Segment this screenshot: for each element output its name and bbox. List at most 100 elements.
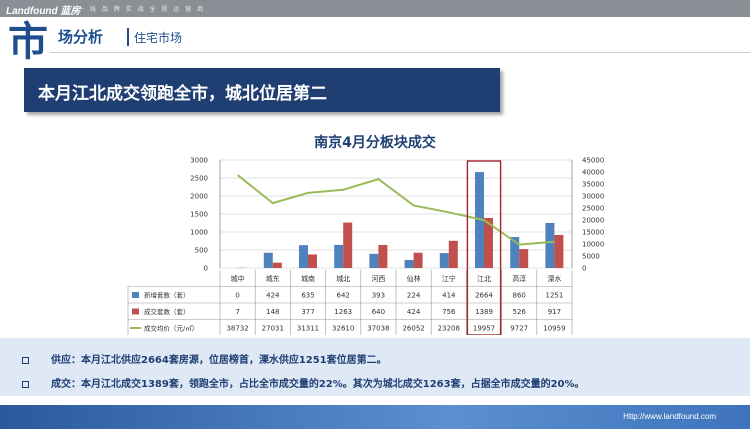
table-cell-value: 9727 [510,325,528,333]
district-transaction-chart: 0500100015002000250030000500010000150002… [127,157,604,335]
headline-banner: 本月江北成交领跑全市，城北位居第二 [24,68,500,112]
bar-transaction [519,249,529,268]
category-label: 仙林 [407,274,421,283]
bar-transaction [378,244,388,268]
right-axis-tick-label: 25000 [582,205,604,213]
right-axis-tick-label: 40000 [582,169,604,177]
table-cell-value: 31311 [297,325,319,333]
table-cell-value: 860 [513,292,526,300]
bar-transaction [413,252,423,268]
headline-text: 本月江北成交领跑全市，城北位居第二 [38,84,327,104]
bar-supply [510,237,520,268]
right-axis-tick-label: 10000 [582,241,604,249]
table-cell-value: 26052 [402,325,424,333]
bar-supply [369,253,379,268]
table-cell-value: 38732 [226,325,248,333]
table-cell-value: 27031 [262,325,284,333]
table-cell-value: 635 [301,292,314,300]
table-cell-value: 424 [266,292,280,300]
table-cell-value: 7 [235,308,239,316]
footer-bar: Http://www.landfound.com [0,405,750,429]
table-cell-value: 640 [372,308,385,316]
right-axis-tick-label: 0 [582,265,586,273]
left-axis-tick-label: 1000 [190,229,208,237]
table-cell-value: 10959 [543,325,565,333]
price-line [236,174,555,246]
left-axis-tick-label: 0 [204,265,208,273]
right-axis-tick-label: 45000 [582,157,604,165]
header-subtitle: 住宅市场 [134,31,183,45]
bullet-item: 供应：本月江北供应2664套房源，位居榜首，溧水供应1251套位居第二。 [22,351,387,366]
table-cell-value: 414 [442,292,456,300]
table-cell-value: 19957 [473,325,495,333]
header-separator [127,28,129,46]
header-title: 场分析 [58,28,104,46]
category-label: 城北 [336,275,350,283]
right-axis-tick-label: 5000 [582,253,600,261]
bar-supply [439,253,449,268]
category-label: 城南 [301,274,315,283]
bar-supply [545,222,555,268]
category-label: 江北 [477,275,491,283]
chart-title: 南京4月分板块成交 [314,135,436,151]
legend-swatch [132,308,139,315]
bar-transaction [308,254,317,268]
table-cell-value: 1263 [334,308,352,316]
left-axis-tick-label: 2000 [190,193,208,201]
right-axis-tick-label: 20000 [582,217,604,225]
table-cell-value: 917 [548,308,561,316]
table-cell-value: 424 [407,308,421,316]
bullet-text: 供应：本月江北供应2664套房源，位居榜首，溧水供应1251套位居第二。 [51,355,387,366]
bar-supply [263,252,273,268]
category-label: 江宁 [442,274,456,283]
bullet-text: 成交：本月江北成交1389套，领跑全市，占比全市成交量的22%。其次为城北成交1… [51,379,585,390]
table-cell-value: 2664 [475,292,493,300]
table-cell-value: 1251 [545,292,563,300]
legend-entry: 成交均价（元/㎡） [144,324,198,333]
footer-url[interactable]: Http://www.landfound.com [623,412,716,421]
table-cell-value: 526 [513,308,527,316]
table-cell-value: 0 [235,292,239,300]
bullet-square-icon [22,356,29,364]
left-axis-tick-label: 1500 [190,211,208,219]
category-label: 城东 [266,274,280,283]
table-cell-value: 23208 [438,325,460,333]
right-axis-tick-label: 15000 [582,229,604,237]
header-big-char: 市 [8,19,48,65]
bar-transaction [272,262,282,268]
bullet-panel: 供应：本月江北供应2664套房源，位居榜首，溧水供应1251套位居第二。 成交：… [0,338,750,396]
right-axis-tick-label: 35000 [582,181,604,189]
legend-swatch [132,292,139,298]
bullet-item: 成交：本月江北成交1389套，领跑全市，占比全市成交量的22%。其次为城北成交1… [22,375,585,390]
bar-supply [299,245,308,268]
bar-transaction [484,217,493,268]
category-label: 城中 [231,274,245,283]
table-cell-value: 224 [407,292,421,300]
table-cell-value: 642 [337,292,350,300]
bar-transaction [343,222,353,268]
brand-logo: Landfound 蓝房 [6,6,81,17]
bar-transaction [448,240,458,268]
table-cell-value: 377 [301,308,314,316]
right-axis-tick-label: 30000 [582,193,604,201]
category-label: 高淳 [512,274,526,283]
left-axis-tick-label: 2500 [190,175,208,183]
left-axis-tick-label: 500 [195,247,208,255]
top-bar: Landfound 蓝房 一 线 品 牌 实 战 全 程 运 营 商 [0,0,750,17]
bar-supply [334,244,344,268]
bullet-square-icon [22,380,29,388]
bar-transaction [554,234,564,268]
category-label: 溧水 [547,274,561,283]
legend-entry: 新增套数（套） [144,291,190,300]
table-cell-value: 37038 [367,325,389,333]
left-axis-tick-label: 3000 [190,157,208,165]
table-cell-value: 32610 [332,325,354,333]
table-cell-value: 148 [266,308,279,316]
brand-slogan: 一 线 品 牌 实 战 全 程 运 营 商 [78,6,206,13]
bar-supply [404,259,414,268]
category-label: 河西 [371,275,385,283]
highlight-frame [466,160,502,335]
legend-entry: 成交套数（套） [144,307,190,316]
table-cell-value: 756 [442,308,456,316]
table-cell-value: 1389 [475,308,493,316]
